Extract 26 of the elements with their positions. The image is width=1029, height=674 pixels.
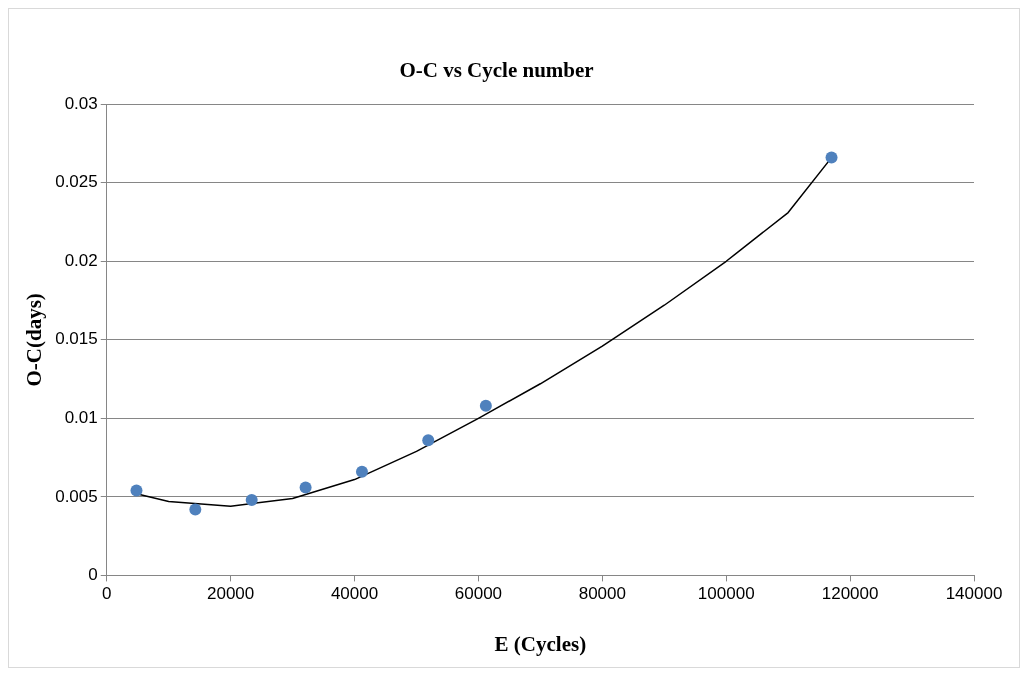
point (299, 481, 312, 494)
x-tick-label: 0 (102, 584, 112, 604)
x-tick-label: 20000 (206, 584, 255, 604)
x-tick-label: 100000 (697, 584, 755, 604)
y-tick-label: 0 (88, 565, 98, 585)
x-tick-label: 80000 (578, 584, 626, 604)
y-tick-label: 0.005 (55, 486, 98, 506)
y-tick-label: 0.01 (64, 408, 98, 428)
x-axis-title: E (Cycles) (494, 631, 587, 656)
x-tick-label: 120000 (821, 584, 879, 604)
y-tick-label: 0.03 (64, 93, 98, 113)
x-tick-label: 60000 (454, 584, 503, 604)
y-tick-label: 0.02 (64, 250, 98, 270)
point (245, 494, 258, 507)
y-tick-label: 0.015 (55, 329, 98, 349)
point (479, 399, 492, 412)
point (422, 434, 435, 447)
y-tick-label: 0.025 (55, 172, 98, 192)
point (189, 503, 202, 516)
point (130, 484, 143, 497)
chart-title: O-C vs Cycle number (399, 58, 594, 83)
point (355, 465, 368, 478)
y-axis-title: O-C(days) (22, 293, 47, 387)
point (825, 151, 838, 164)
x-tick-label: 140000 (945, 584, 1003, 604)
x-tick-label: 40000 (330, 584, 379, 604)
